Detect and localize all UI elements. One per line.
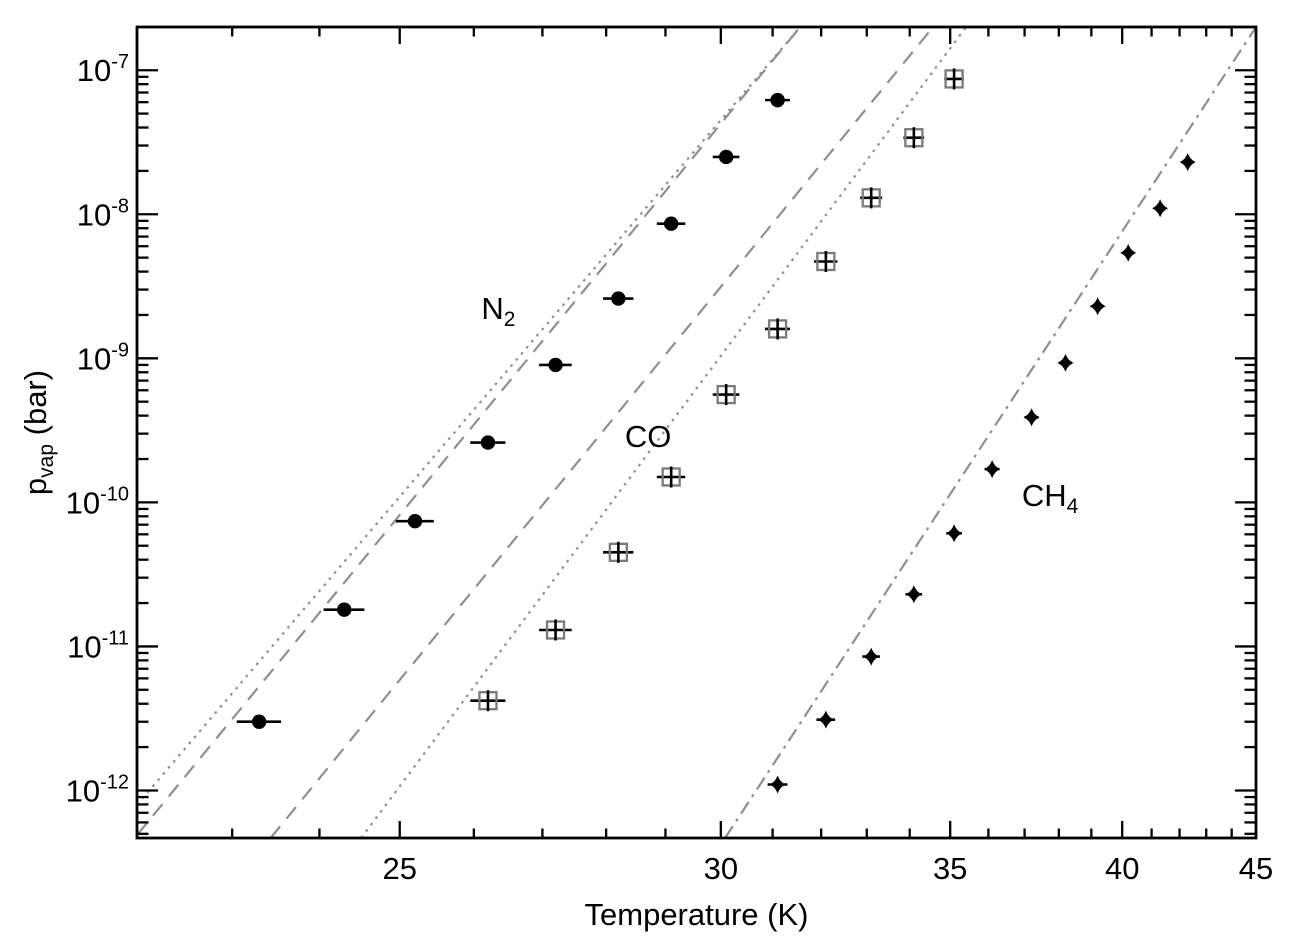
y-tick-label-1e-9: 10-9	[77, 339, 129, 376]
x-tick-label-30: 30	[704, 851, 738, 886]
CH4-point-marker	[1152, 199, 1169, 218]
x-tick-labels: 25 30 35 40 45	[382, 851, 1273, 886]
line-dotted-left-dotted-fit-line	[137, 27, 802, 806]
x-tick-label-40: 40	[1105, 851, 1139, 886]
axis-ticks	[137, 27, 1256, 838]
CH4-point-marker	[863, 647, 880, 666]
x-tick-label-45: 45	[1239, 851, 1273, 886]
y-tick-label-1e-12: 10-12	[66, 771, 129, 808]
N2-point-marker	[611, 291, 626, 306]
y-tick-labels: 10-7 10-8 10-9 10-10 10-11 10-12	[66, 51, 129, 808]
N2-point-marker	[663, 216, 679, 231]
N2-point-marker	[480, 435, 496, 450]
N2-point-marker	[718, 149, 734, 165]
CH4-point-marker	[1179, 153, 1196, 172]
CH4-point-marker	[769, 775, 786, 794]
CH4-point-marker	[1089, 297, 1106, 316]
x-tick-label-35: 35	[933, 851, 967, 886]
N2-point-marker	[251, 714, 267, 729]
y-tick-label-1e-11: 10-11	[67, 627, 129, 664]
CH4-point-marker	[946, 524, 963, 543]
x-axis-title: Temperature (K)	[585, 897, 809, 932]
CH4-point-marker	[817, 710, 834, 729]
CH4-point-marker	[984, 460, 1001, 479]
y-tick-label-1e-10: 10-10	[66, 483, 129, 520]
y-tick-label-1e-7: 10-7	[77, 51, 129, 88]
N2-point-marker	[407, 514, 423, 529]
CH4-point-marker	[1057, 353, 1074, 372]
y-tick-label-1e-8: 10-8	[77, 195, 129, 232]
series-N2	[236, 92, 790, 729]
x-tick-label-25: 25	[382, 851, 416, 886]
y-axis-title: pvap (bar)	[18, 370, 58, 495]
CH4-point-marker	[905, 585, 922, 604]
series-CH4	[767, 153, 1196, 794]
series-label-CH4: CH4	[1022, 478, 1079, 518]
line-dotted-mid-dotted-fit-line	[360, 27, 968, 838]
fit-lines	[137, 27, 1256, 838]
CH4-point-marker	[1120, 243, 1137, 262]
N2-point-marker	[548, 357, 563, 373]
line-dashdot-right-dashdot-fit-line	[724, 27, 1256, 838]
N2-point-marker	[337, 602, 352, 617]
series-CO	[470, 68, 964, 712]
N2-point-marker	[770, 92, 785, 108]
series-label-CO: CO	[625, 419, 672, 454]
CH4-point-marker	[1023, 408, 1040, 427]
series-label-N2: N2	[481, 291, 515, 331]
